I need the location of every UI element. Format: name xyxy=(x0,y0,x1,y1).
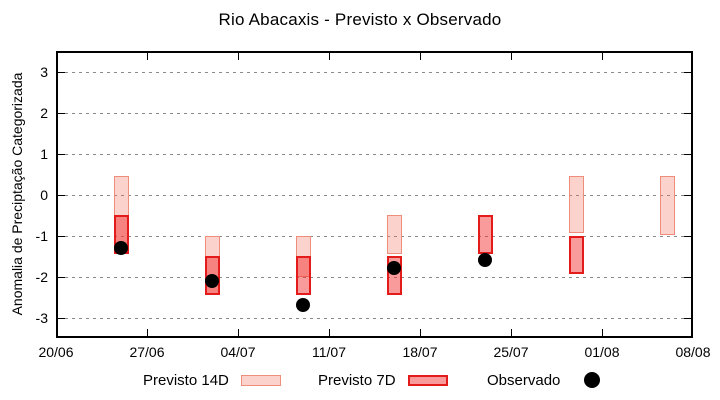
grid-line xyxy=(58,154,691,155)
legend-item-observado: Observado xyxy=(487,371,612,389)
grid-line xyxy=(58,195,691,196)
y-tick-label: -1 xyxy=(35,228,48,244)
bar-previsto-14d xyxy=(386,215,402,254)
observado-dot xyxy=(478,253,492,268)
bar-previsto-7d xyxy=(568,235,584,275)
observado-dot-icon xyxy=(584,372,601,388)
y-tick-mark xyxy=(58,113,65,114)
y-tick-mark xyxy=(58,72,65,73)
y-tick-mark xyxy=(58,236,65,237)
y-tick-mark xyxy=(58,318,65,319)
observado-dot xyxy=(296,298,310,313)
y-tick-label: 3 xyxy=(40,64,48,80)
x-tick-label: 11/07 xyxy=(312,344,346,360)
y-tick-label: 2 xyxy=(40,105,48,121)
legend-swatch-previsto-7d xyxy=(407,374,448,386)
y-tick-mark xyxy=(684,113,691,114)
x-tick-label: 04/07 xyxy=(220,344,256,360)
observado-dot xyxy=(205,273,219,288)
bar-previsto-14d xyxy=(568,176,584,234)
y-tick-mark xyxy=(58,277,65,278)
bar-previsto-7d xyxy=(295,256,311,295)
grid-line xyxy=(58,277,691,278)
x-tick-label: 01/08 xyxy=(584,344,620,360)
x-tick-mark xyxy=(511,329,512,336)
grid-line xyxy=(58,236,691,237)
x-tick-mark xyxy=(329,53,330,60)
y-tick-mark xyxy=(684,195,691,196)
observado-dot xyxy=(387,261,401,276)
x-tick-label: 27/06 xyxy=(129,344,165,360)
x-tick-mark xyxy=(602,53,603,60)
x-tick-mark xyxy=(147,329,148,336)
grid-line xyxy=(58,318,691,319)
legend-item-previsto-7d: Previsto 7D xyxy=(318,371,448,389)
y-tick-label: -3 xyxy=(35,310,48,326)
x-tick-mark xyxy=(238,329,239,336)
y-tick-mark xyxy=(684,277,691,278)
x-tick-mark xyxy=(147,53,148,60)
y-tick-mark xyxy=(58,154,65,155)
bar-previsto-14d xyxy=(659,176,675,236)
chart-title: Rio Abacaxis - Previsto x Observado xyxy=(218,10,502,29)
x-tick-mark xyxy=(238,53,239,60)
grid-line xyxy=(58,72,691,73)
y-tick-mark xyxy=(684,236,691,237)
bar-previsto-7d xyxy=(477,215,493,254)
x-tick-label: 18/07 xyxy=(402,344,438,360)
observado-dot xyxy=(114,240,128,255)
x-tick-mark xyxy=(420,329,421,336)
legend-item-previsto-14d: Previsto 14D xyxy=(143,371,281,389)
y-tick-label: -2 xyxy=(35,269,48,285)
x-tick-label: 25/07 xyxy=(493,344,529,360)
y-tick-mark xyxy=(684,318,691,319)
x-tick-mark xyxy=(602,329,603,336)
y-tick-mark xyxy=(58,195,65,196)
y-tick-mark xyxy=(684,72,691,73)
legend-swatch-previsto-14d xyxy=(240,374,281,386)
x-tick-mark xyxy=(511,53,512,60)
x-tick-label: 20/06 xyxy=(38,344,74,360)
legend-label-observado: Observado xyxy=(487,371,561,389)
y-tick-label: 0 xyxy=(40,187,48,203)
x-tick-label: 08/08 xyxy=(675,344,711,360)
legend-swatch-box xyxy=(572,372,612,388)
x-tick-mark xyxy=(329,329,330,336)
legend-label-previsto-14d: Previsto 14D xyxy=(143,371,229,389)
y-tick-mark xyxy=(684,154,691,155)
x-tick-mark xyxy=(420,53,421,60)
y-tick-label: 1 xyxy=(40,146,48,162)
grid-line xyxy=(58,113,691,114)
legend-label-previsto-7d: Previsto 7D xyxy=(318,371,396,389)
plot-area xyxy=(56,51,693,338)
